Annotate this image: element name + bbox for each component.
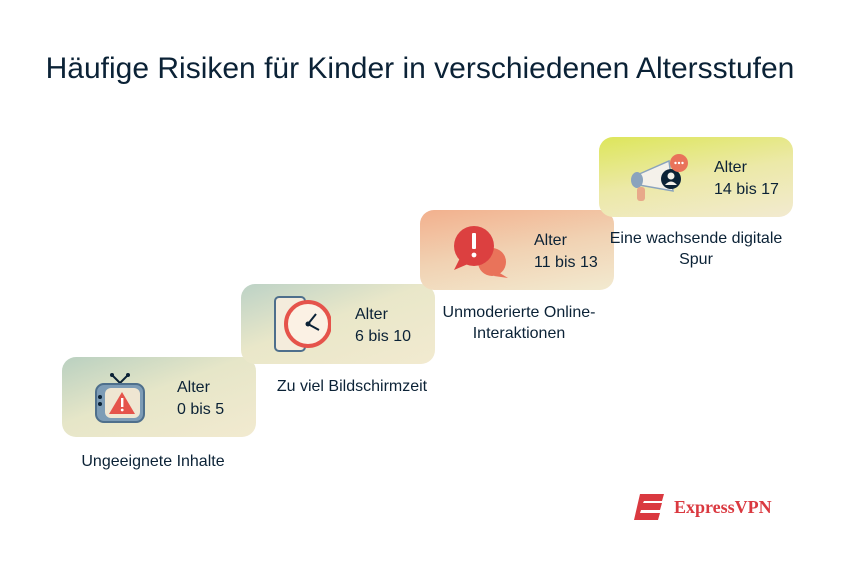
age-range: Alter 0 bis 5 bbox=[177, 377, 224, 421]
tv-warning-icon bbox=[95, 373, 145, 423]
step-caption: Eine wachsende digitale Spur bbox=[609, 230, 783, 268]
step-caption: Zu viel Bildschirmzeit bbox=[276, 378, 428, 395]
page-title: Häufige Risiken für Kinder in verschiede… bbox=[45, 52, 795, 85]
age-value: 6 bis 10 bbox=[355, 328, 412, 345]
expressvpn-logo: ExpressVPN bbox=[632, 492, 772, 522]
age-label: Alter bbox=[355, 306, 388, 323]
age-range: Alter 14 bis 17 bbox=[714, 157, 779, 201]
age-value: 0 bis 5 bbox=[177, 401, 225, 418]
clock-phone-icon bbox=[274, 296, 331, 352]
age-label: Alter bbox=[714, 159, 747, 176]
age-range: Alter 6 bis 10 bbox=[355, 304, 411, 348]
step-card-0-5: Alter 0 bis 5 bbox=[62, 357, 256, 437]
age-label: Alter bbox=[177, 379, 210, 396]
age-range: Alter 11 bis 13 bbox=[534, 230, 598, 274]
step-card-11-13: Alter 11 bis 13 bbox=[420, 210, 614, 290]
age-value: 14 bis 17 bbox=[714, 181, 779, 198]
alert-speech-bubble-icon bbox=[454, 226, 508, 278]
step-caption: Unmoderierte Online-Interaktionen bbox=[442, 304, 596, 342]
megaphone-icon bbox=[631, 154, 688, 201]
step-card-14-17: Alter 14 bis 17 bbox=[599, 137, 793, 217]
age-value: 11 bis 13 bbox=[534, 254, 598, 271]
step-caption: Ungeeignete Inhalte bbox=[81, 453, 225, 470]
brand-name: ExpressVPN bbox=[674, 496, 772, 517]
age-label: Alter bbox=[534, 232, 567, 249]
expressvpn-logo-icon bbox=[634, 494, 664, 520]
step-card-6-10: Alter 6 bis 10 bbox=[241, 284, 435, 364]
